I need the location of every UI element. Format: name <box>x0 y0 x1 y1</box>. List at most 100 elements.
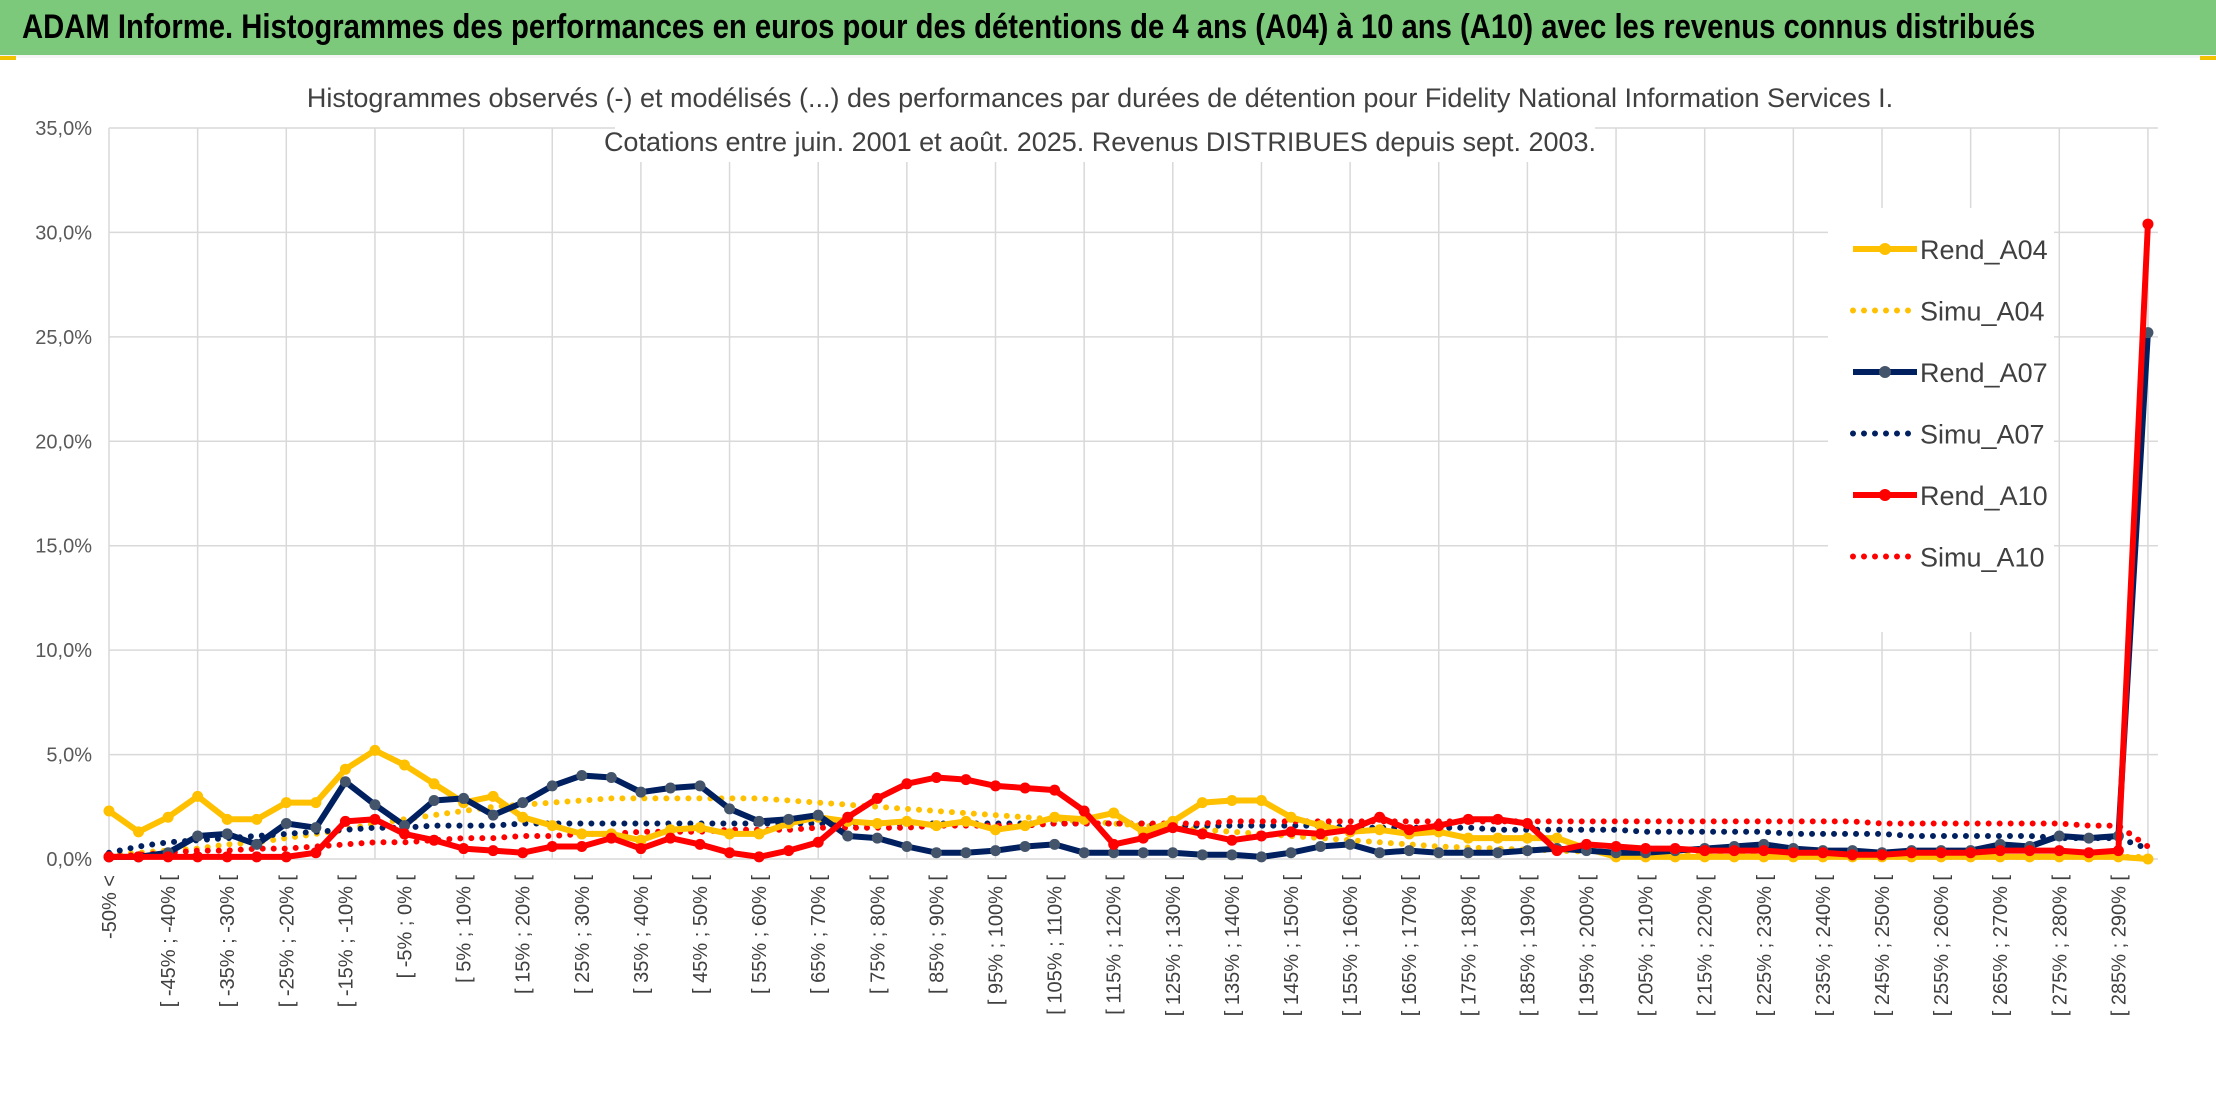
data-point <box>1906 847 1918 859</box>
data-point <box>812 809 824 821</box>
title-bg <box>305 78 1895 118</box>
data-point <box>664 832 676 844</box>
x-tick-label: [ 185% ; 190% [ <box>1517 875 1539 1017</box>
data-point <box>1935 847 1947 859</box>
data-point <box>960 847 972 859</box>
data-point <box>1344 838 1356 850</box>
data-point <box>2112 845 2124 857</box>
corner-mark-left <box>0 56 16 60</box>
series-layer <box>103 218 2154 865</box>
data-point <box>812 836 824 848</box>
data-point <box>310 847 322 859</box>
x-tick-label: [ 25% ; 30% [ <box>572 875 594 994</box>
data-point <box>1462 813 1474 825</box>
data-point <box>1137 832 1149 844</box>
x-tick-label: [ 45% ; 50% [ <box>690 875 712 994</box>
x-tick-label: [ 15% ; 20% [ <box>513 875 535 994</box>
data-point <box>428 778 440 790</box>
data-point <box>458 843 470 855</box>
data-point <box>1521 817 1533 829</box>
x-tick-label: [ 215% ; 220% [ <box>1695 875 1717 1017</box>
data-point <box>1374 824 1386 836</box>
histogram-chart: 0,0% 5,0% 10,0% 15,0% 20,0% 25,0% 30,0% 35,0% -… <box>35 78 2158 1017</box>
data-point <box>1196 849 1208 861</box>
x-tick-label: [ 145% ; 150% [ <box>1281 875 1303 1017</box>
data-point <box>694 838 706 850</box>
data-point <box>251 851 263 863</box>
data-point <box>842 830 854 842</box>
data-point <box>1167 847 1179 859</box>
data-point <box>576 769 588 781</box>
x-tick-label: [ 245% ; 250% [ <box>1872 875 1894 1017</box>
legend-box <box>1828 208 2054 632</box>
y-tick-label: 15,0% <box>35 536 92 558</box>
x-tick-label: [ -45% ; -40% [ <box>158 875 180 1008</box>
data-point <box>1315 828 1327 840</box>
x-tick-label: [ 65% ; 70% [ <box>808 875 830 994</box>
data-point <box>310 797 322 809</box>
data-point <box>1492 847 1504 859</box>
data-point <box>2142 853 2154 865</box>
data-point <box>1226 834 1238 846</box>
y-tick-label: 20,0% <box>35 431 92 453</box>
chart-grid <box>108 127 2158 860</box>
x-tick-label: [ 165% ; 170% [ <box>1399 875 1421 1017</box>
data-point <box>1462 832 1474 844</box>
x-tick-label: [ -25% ; -20% [ <box>276 875 298 1008</box>
data-point <box>1876 849 1888 861</box>
data-point <box>487 809 499 821</box>
data-point <box>694 822 706 834</box>
data-point <box>871 792 883 804</box>
data-point <box>133 826 145 838</box>
x-tick-label: [ 265% ; 270% [ <box>1990 875 2012 1017</box>
data-point <box>1019 840 1031 852</box>
data-point <box>664 782 676 794</box>
legend-item-Simu_A10: Simu_A10 <box>1850 543 2045 573</box>
x-tick-label: [ 155% ; 160% [ <box>1340 875 1362 1017</box>
data-point <box>1285 826 1297 838</box>
data-point <box>1640 843 1652 855</box>
legend-label: Simu_A07 <box>1920 420 2045 450</box>
data-point <box>1787 847 1799 859</box>
x-tick-label: [ -35% ; -30% [ <box>217 875 239 1008</box>
x-tick-label: [ 235% ; 240% [ <box>1813 875 1835 1017</box>
series-line <box>109 223 2151 860</box>
legend-item-Rend_A07: Rend_A07 <box>1853 358 2048 388</box>
y-tick-label: 0,0% <box>46 849 92 871</box>
data-point <box>1255 851 1267 863</box>
data-point <box>1433 820 1445 832</box>
x-tick-label: [ 135% ; 140% [ <box>1222 875 1244 1017</box>
data-point <box>1492 832 1504 844</box>
data-point <box>1019 782 1031 794</box>
data-point <box>635 786 647 798</box>
data-point <box>1019 820 1031 832</box>
data-point <box>635 843 647 855</box>
data-point <box>339 776 351 788</box>
data-point <box>399 759 410 771</box>
data-point <box>871 832 883 844</box>
corner-mark-right <box>2200 56 2216 60</box>
data-point <box>930 820 942 832</box>
y-tick-label: 10,0% <box>35 640 92 662</box>
data-point <box>1108 847 1120 859</box>
data-point <box>487 790 499 802</box>
x-tick-label: [ 175% ; 180% [ <box>1458 875 1480 1017</box>
data-point <box>458 792 470 804</box>
data-point <box>1994 845 2006 857</box>
data-point <box>1078 805 1090 817</box>
y-tick-label: 25,0% <box>35 327 92 349</box>
data-point <box>901 815 913 827</box>
data-point <box>871 817 883 829</box>
data-point <box>2083 847 2095 859</box>
x-tick-label: [ 75% ; 80% [ <box>867 875 889 994</box>
data-point <box>103 805 115 817</box>
data-point <box>576 828 588 840</box>
legend-marker <box>1879 489 1891 501</box>
data-point <box>221 828 233 840</box>
data-point <box>192 851 204 863</box>
subtitle-background <box>305 78 1895 162</box>
data-point <box>930 772 942 784</box>
data-point <box>753 851 765 863</box>
legend-label: Simu_A10 <box>1920 543 2045 573</box>
data-point <box>960 815 972 827</box>
